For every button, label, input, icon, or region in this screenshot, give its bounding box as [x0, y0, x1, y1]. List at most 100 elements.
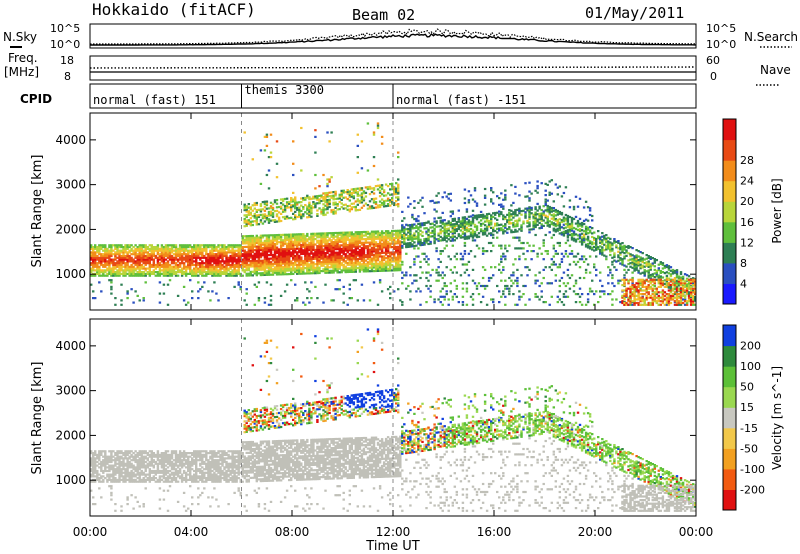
- power-cell: [566, 234, 570, 237]
- power-cell: [174, 254, 178, 258]
- power-cell: [334, 253, 337, 256]
- power-cell: [314, 206, 317, 209]
- power-cell: [504, 217, 507, 220]
- power-cell: [302, 240, 305, 243]
- power-cell: [344, 244, 347, 247]
- power-cell: [568, 223, 572, 226]
- power-cell: [514, 185, 517, 188]
- power-cell: [277, 235, 281, 238]
- power-cell: [338, 197, 341, 200]
- power-cell: [116, 262, 119, 265]
- power-cell: [401, 224, 404, 227]
- power-cell: [144, 244, 147, 247]
- power-cell: [512, 223, 515, 226]
- power-cell: [316, 232, 319, 235]
- power-cell: [380, 203, 384, 206]
- power-cell: [281, 210, 285, 213]
- power-cell: [195, 246, 198, 249]
- power-cell: [257, 266, 261, 270]
- power-cell: [249, 252, 253, 256]
- power-cell: [570, 218, 574, 221]
- power-cell: [633, 255, 636, 258]
- power-cell: [269, 262, 273, 266]
- power-cell: [205, 249, 208, 252]
- power-cell: [356, 133, 360, 136]
- power-cell: [172, 260, 176, 263]
- power-cell: [332, 253, 335, 256]
- power-cell: [447, 222, 450, 225]
- power-cell: [249, 260, 253, 263]
- power-cell: [502, 290, 505, 293]
- power-cell: [253, 263, 257, 266]
- power-cell: [401, 246, 404, 249]
- power-cell: [223, 267, 226, 270]
- station-title: Hokkaido (fitACF): [92, 0, 256, 19]
- power-cell: [191, 260, 194, 263]
- power-cell: [328, 239, 331, 242]
- power-cell: [348, 195, 352, 199]
- power-cell: [334, 206, 337, 209]
- power-cell: [336, 256, 339, 260]
- power-cell: [469, 222, 473, 225]
- power-cell: [205, 272, 208, 275]
- power-cell: [304, 238, 307, 241]
- power-cell: [306, 196, 309, 199]
- power-cell: [540, 216, 543, 219]
- power-cell: [350, 263, 354, 266]
- power-cell: [314, 151, 317, 154]
- power-cell: [570, 233, 574, 236]
- power-cell: [378, 268, 382, 271]
- power-cell: [380, 258, 384, 262]
- power-cell: [189, 256, 192, 259]
- power-cell: [184, 272, 188, 275]
- power-cell: [249, 261, 253, 264]
- power-cell: [193, 263, 196, 267]
- power-cell: [114, 265, 117, 268]
- power-cell: [566, 225, 570, 228]
- power-cell: [534, 224, 537, 227]
- power-cell: [504, 189, 507, 192]
- power-cell: [433, 240, 436, 243]
- power-cell: [312, 238, 315, 241]
- power-cell: [455, 221, 459, 224]
- power-cell: [358, 263, 362, 266]
- power-cell: [334, 288, 337, 291]
- power-cell: [207, 262, 210, 265]
- power-cell: [522, 222, 525, 225]
- power-cell: [631, 257, 634, 260]
- power-cell: [338, 267, 341, 270]
- power-cell: [366, 187, 370, 191]
- power-cell: [281, 198, 285, 201]
- power-cell: [413, 247, 416, 250]
- power-cell: [350, 208, 354, 211]
- power-cell: [633, 257, 636, 260]
- power-cell: [269, 205, 273, 208]
- power-cell: [570, 222, 574, 225]
- power-cell: [318, 261, 321, 264]
- power-cell: [447, 234, 450, 237]
- power-cell: [257, 241, 261, 244]
- power-cell: [376, 235, 380, 238]
- power-cell: [368, 270, 372, 273]
- power-cell: [320, 199, 323, 203]
- power-cell: [372, 232, 376, 235]
- power-cell: [304, 204, 307, 207]
- power-cell: [397, 191, 400, 194]
- power-cell: [546, 250, 549, 253]
- power-cell: [342, 196, 345, 199]
- power-cell: [273, 244, 277, 247]
- power-cell: [479, 219, 483, 222]
- power-cell: [386, 267, 390, 270]
- power-cell: [152, 263, 156, 267]
- power-cell: [354, 234, 358, 237]
- power-cell: [294, 267, 297, 270]
- power-cell: [374, 262, 378, 265]
- power-cell: [326, 262, 329, 265]
- power-cell: [496, 218, 499, 221]
- power-cell: [607, 243, 610, 247]
- power-cell: [251, 215, 255, 218]
- power-cell: [378, 255, 382, 258]
- power-cell: [376, 234, 380, 237]
- power-cell: [362, 252, 366, 255]
- power-cell: [316, 236, 319, 239]
